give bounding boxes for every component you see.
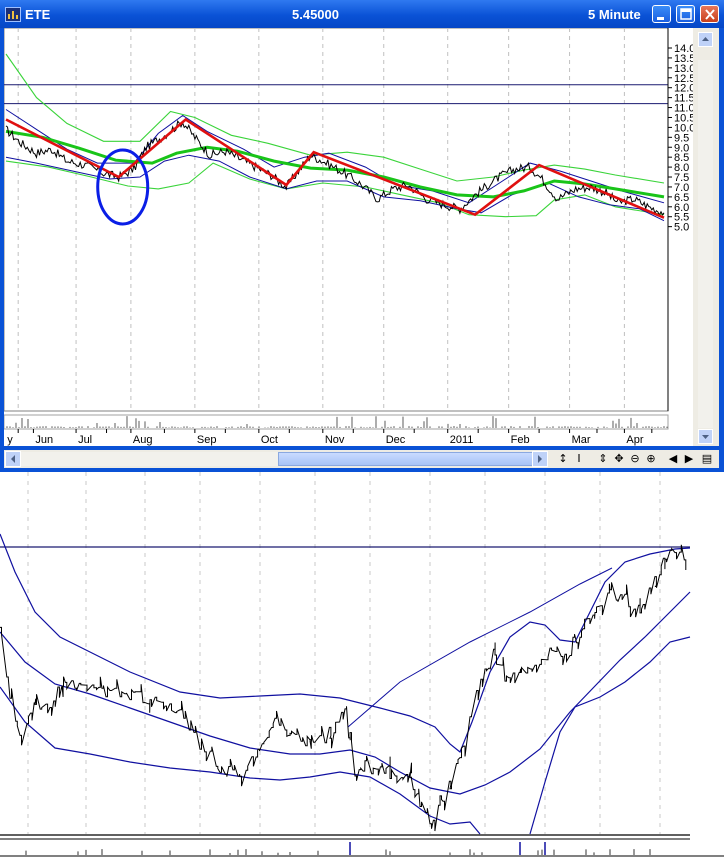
price-tick-label: 13.5 bbox=[674, 53, 693, 65]
horizontal-scroll-track[interactable] bbox=[21, 452, 548, 466]
horizontal-scroll-row: ↕ I ⇕ ✥ ⊖ ⊕ ◀ ▶ ▤ bbox=[4, 450, 719, 468]
arrow-down-icon bbox=[702, 435, 709, 439]
vertical-zoom-icon[interactable]: ↕ bbox=[558, 452, 568, 465]
price-tick-label: 12.0 bbox=[674, 83, 693, 95]
minimize-button[interactable] bbox=[652, 5, 671, 23]
price-tick-label: 5.5 bbox=[674, 212, 689, 224]
price-tick-label: 9.0 bbox=[674, 142, 689, 154]
price-tick-label: 8.5 bbox=[674, 152, 689, 164]
bollinger-outer-lower-line bbox=[5, 160, 665, 218]
time-tick-label: y bbox=[7, 434, 13, 446]
move-icon[interactable]: ✥ bbox=[614, 452, 624, 465]
price-tick-label: 10.5 bbox=[674, 112, 693, 124]
horizontal-scroll-thumb[interactable] bbox=[278, 452, 548, 466]
price-chart[interactable]: 14.013.513.012.512.011.511.010.510.09.59… bbox=[3, 27, 695, 446]
moving-average-line bbox=[5, 129, 665, 199]
arrow-up-icon bbox=[702, 37, 709, 41]
price-tick-label: 10.0 bbox=[674, 122, 693, 134]
price-tick-label: 6.5 bbox=[674, 192, 689, 204]
maximize-button[interactable] bbox=[676, 5, 695, 23]
time-tick-label: Aug bbox=[133, 434, 153, 446]
scale-icon[interactable]: ⇕ bbox=[598, 452, 608, 465]
price-tick-label: 11.5 bbox=[674, 93, 693, 105]
window-symbol: ETE bbox=[25, 7, 51, 22]
time-tick-label: Nov bbox=[325, 434, 345, 446]
bollinger-lower-line bbox=[0, 686, 481, 835]
last-price: 5.45000 bbox=[292, 7, 339, 22]
volume-strip bbox=[3, 414, 669, 430]
chart-app-icon[interactable] bbox=[5, 7, 21, 22]
scroll-right-button[interactable] bbox=[532, 451, 548, 467]
price-tick-label: 11.0 bbox=[674, 103, 693, 115]
price-tick-label: 8.0 bbox=[674, 162, 689, 174]
chart-window: 14.0 13.5 13.0 12.5 12.0 11.5 11.0 10.5 10.0 9.5 9… bbox=[0, 27, 724, 472]
price-tick-label: 6.0 bbox=[674, 202, 689, 214]
plot-area bbox=[3, 27, 669, 412]
window-menu-icon[interactable]: ▤ bbox=[701, 452, 713, 465]
pan-left-icon[interactable]: ◀ bbox=[668, 452, 678, 465]
zoomed-chart[interactable] bbox=[0, 472, 724, 859]
scroll-down-button[interactable] bbox=[698, 429, 713, 444]
time-tick-label: Sep bbox=[197, 434, 217, 446]
vertical-scroll-track[interactable] bbox=[698, 60, 713, 428]
zigzag-line bbox=[5, 117, 665, 219]
close-icon bbox=[705, 9, 715, 20]
price-axis: 14.013.513.012.512.011.511.010.510.09.59… bbox=[667, 28, 695, 411]
close-button[interactable] bbox=[700, 5, 719, 23]
arrow-right-icon bbox=[538, 455, 542, 463]
time-tick-label: Apr bbox=[626, 434, 643, 446]
maximize-icon bbox=[680, 8, 692, 20]
time-tick-label: Feb bbox=[511, 434, 530, 446]
pan-right-icon[interactable]: ▶ bbox=[684, 452, 694, 465]
price-tick-label: 13.0 bbox=[674, 63, 693, 75]
time-tick-label: Oct bbox=[261, 434, 278, 446]
interval-label: 5 Minute bbox=[588, 7, 641, 22]
time-tick-label: 2011 bbox=[450, 434, 474, 446]
zoom-out-icon[interactable]: ⊖ bbox=[630, 452, 640, 465]
trendline bbox=[347, 567, 613, 728]
bollinger-inner-lower-line bbox=[5, 154, 665, 222]
zoom-in-icon[interactable]: ⊕ bbox=[646, 452, 656, 465]
scroll-up-button[interactable] bbox=[698, 32, 713, 47]
cursor-icon[interactable]: I bbox=[577, 452, 581, 465]
lower-chart-panel[interactable] bbox=[0, 472, 724, 859]
price-tick-label: 5.0 bbox=[674, 222, 689, 234]
time-tick-label: Dec bbox=[386, 434, 406, 446]
price-step-line bbox=[0, 544, 687, 832]
scroll-left-button[interactable] bbox=[5, 451, 21, 467]
vertical-scrollbar[interactable] bbox=[693, 28, 719, 446]
minimize-icon bbox=[657, 17, 664, 20]
arrow-left-icon bbox=[11, 455, 15, 463]
time-tick-label: Jun bbox=[35, 434, 53, 446]
price-chart-panel[interactable]: 14.0 13.5 13.0 12.5 12.0 11.5 11.0 10.5 10.0 9.5 9… bbox=[3, 27, 695, 446]
bollinger-lower-line bbox=[529, 636, 691, 835]
bollinger-upper-line bbox=[0, 533, 691, 753]
price-tick-label: 14.0 bbox=[674, 43, 693, 55]
price-tick-label: 7.5 bbox=[674, 172, 689, 184]
price-tick-label: 7.0 bbox=[674, 182, 689, 194]
window-titlebar[interactable]: ETE 5.45000 5 Minute bbox=[0, 0, 724, 28]
time-tick-label: Jul bbox=[78, 434, 92, 446]
price-tick-label: 9.5 bbox=[674, 132, 689, 144]
time-tick-label: Mar bbox=[572, 434, 591, 446]
price-tick-label: 12.5 bbox=[674, 73, 693, 85]
bollinger-middle-line bbox=[0, 591, 691, 795]
highlight-circle bbox=[96, 148, 150, 226]
